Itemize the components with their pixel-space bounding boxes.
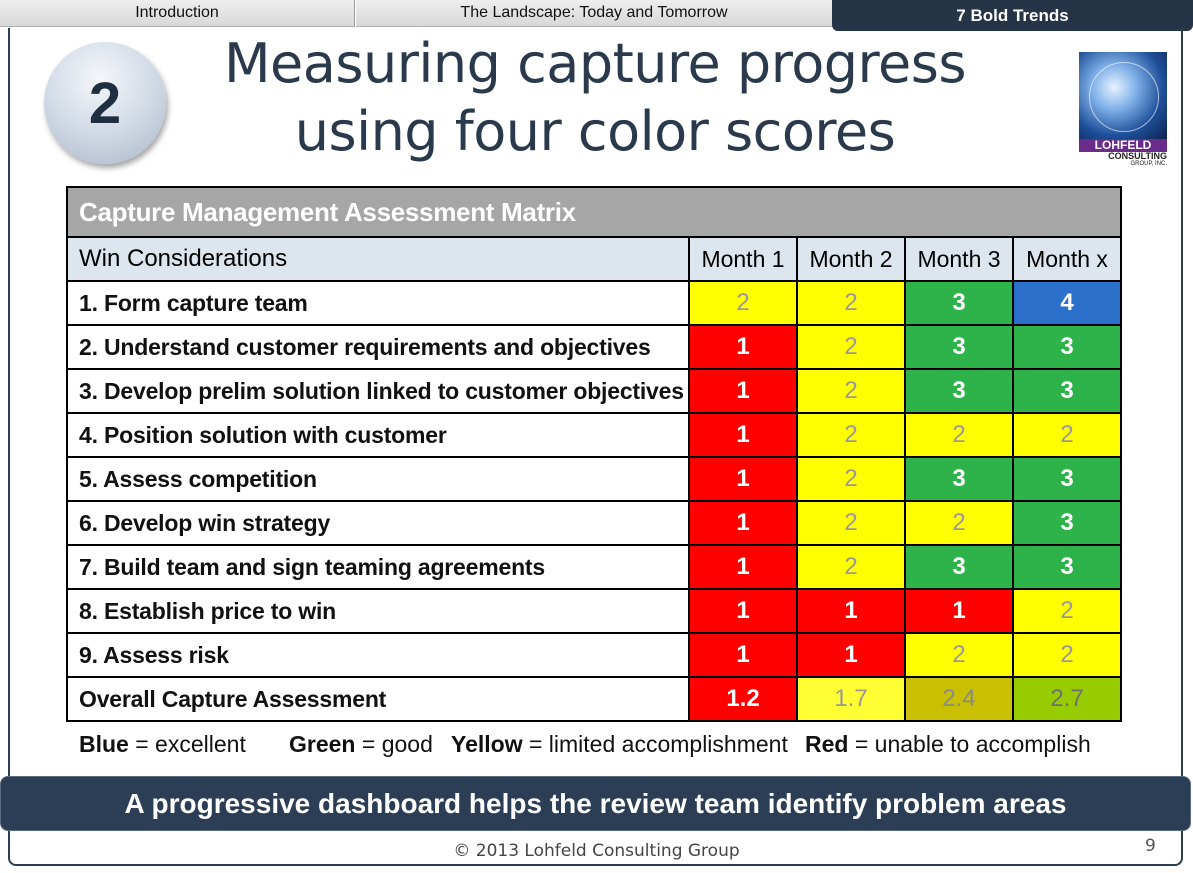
score-cell: 1 [688, 500, 798, 546]
section-number-badge: 2 [44, 42, 166, 164]
globe-icon [1079, 52, 1167, 140]
score-cell: 1 [796, 588, 906, 634]
overall-row: Overall Capture Assessment 1.2 1.7 2.4 2… [66, 676, 1122, 722]
row-label: 4. Position solution with customer [66, 412, 690, 458]
copyright-footer: © 2013 Lohfeld Consulting Group [453, 841, 740, 861]
score-cell: 2 [1012, 632, 1122, 678]
score-cell: 3 [904, 324, 1014, 370]
header-win-considerations: Win Considerations [66, 236, 690, 282]
row-label: 1. Form capture team [66, 280, 690, 326]
score-cell: 3 [1012, 500, 1122, 546]
score-cell: 1 [796, 632, 906, 678]
score-cell: 1 [688, 456, 798, 502]
legend-color-name: Green [289, 731, 356, 757]
score-cell: 2 [796, 500, 906, 546]
legend-color-name: Yellow [451, 731, 523, 757]
matrix-header-row: Win Considerations Month 1 Month 2 Month… [66, 236, 1122, 282]
score-cell: 2 [904, 500, 1014, 546]
logo-name: LOHFELD [1079, 139, 1167, 152]
score-cell: 2 [904, 632, 1014, 678]
score-cell: 2 [796, 324, 906, 370]
score-cell: 2 [904, 412, 1014, 458]
score-cell: 3 [904, 544, 1014, 590]
takeaway-banner: A progressive dashboard helps the review… [0, 776, 1191, 831]
score-cell: 1 [688, 632, 798, 678]
row-label: 7. Build team and sign teaming agreement… [66, 544, 690, 590]
score-cell: 1 [904, 588, 1014, 634]
score-cell: 1 [688, 588, 798, 634]
legend-meaning: = good [355, 731, 433, 757]
header-month-1: Month 1 [688, 236, 798, 282]
legend-color-name: Blue [79, 731, 129, 757]
table-row: 1. Form capture team 2 2 3 4 [66, 280, 1122, 326]
table-row: 3. Develop prelim solution linked to cus… [66, 368, 1122, 414]
score-cell: 3 [1012, 456, 1122, 502]
score-cell: 3 [904, 368, 1014, 414]
score-cell: 3 [904, 456, 1014, 502]
score-cell: 3 [904, 280, 1014, 326]
page-number: 9 [1145, 836, 1156, 856]
score-cell: 2 [688, 280, 798, 326]
score-cell: 2 [796, 544, 906, 590]
header-month-3: Month 3 [904, 236, 1014, 282]
table-row: 5. Assess competition 1 2 3 3 [66, 456, 1122, 502]
tab-landscape[interactable]: The Landscape: Today and Tomorrow [356, 0, 832, 27]
legend-green: Green = good [289, 731, 433, 758]
overall-score: 2.4 [904, 676, 1014, 722]
header-month-x: Month x [1012, 236, 1122, 282]
title-line-2: using four color scores [294, 100, 896, 163]
legend-blue: Blue = excellent [79, 731, 246, 758]
overall-score: 2.7 [1012, 676, 1122, 722]
tab-introduction[interactable]: Introduction [0, 0, 355, 27]
table-row: 6. Develop win strategy 1 2 2 3 [66, 500, 1122, 546]
row-label: 6. Develop win strategy [66, 500, 690, 546]
assessment-matrix: Capture Management Assessment Matrix Win… [66, 186, 1122, 722]
score-cell: 2 [1012, 412, 1122, 458]
score-cell: 3 [1012, 324, 1122, 370]
score-cell: 3 [1012, 368, 1122, 414]
row-label: 8. Establish price to win [66, 588, 690, 634]
overall-score: 1.2 [688, 676, 798, 722]
row-label: 5. Assess competition [66, 456, 690, 502]
row-label: 9. Assess risk [66, 632, 690, 678]
overall-score: 1.7 [796, 676, 906, 722]
overall-label: Overall Capture Assessment [66, 676, 690, 722]
tab-bold-trends[interactable]: 7 Bold Trends [832, 0, 1193, 31]
page-title: Measuring capture progress using four co… [180, 30, 1010, 166]
title-line-1: Measuring capture progress [223, 32, 967, 95]
score-cell: 2 [796, 412, 906, 458]
table-row: 8. Establish price to win 1 1 1 2 [66, 588, 1122, 634]
score-cell: 4 [1012, 280, 1122, 326]
score-cell: 2 [796, 368, 906, 414]
score-cell: 1 [688, 324, 798, 370]
legend-meaning: = unable to accomplish [848, 731, 1091, 757]
table-row: 7. Build team and sign teaming agreement… [66, 544, 1122, 590]
score-cell: 1 [688, 412, 798, 458]
row-label: 2. Understand customer requirements and … [66, 324, 690, 370]
logo-subtitle: CONSULTING [1108, 151, 1167, 161]
section-tabs: Introduction The Landscape: Today and To… [0, 0, 1193, 31]
header-month-2: Month 2 [796, 236, 906, 282]
legend-meaning: = limited accomplishment [522, 731, 788, 757]
score-cell: 2 [796, 280, 906, 326]
logo-subtitle-2: GROUP, INC. [1130, 161, 1167, 167]
score-cell: 3 [1012, 544, 1122, 590]
score-cell: 1 [688, 544, 798, 590]
company-logo: LOHFELD CONSULTING GROUP, INC. [1079, 52, 1169, 167]
legend-red: Red = unable to accomplish [805, 731, 1091, 758]
table-row: 9. Assess risk 1 1 2 2 [66, 632, 1122, 678]
score-cell: 2 [1012, 588, 1122, 634]
legend-yellow: Yellow = limited accomplishment [451, 731, 788, 758]
row-label: 3. Develop prelim solution linked to cus… [66, 368, 690, 414]
table-row: 2. Understand customer requirements and … [66, 324, 1122, 370]
legend-meaning: = excellent [128, 731, 246, 757]
score-cell: 2 [796, 456, 906, 502]
score-cell: 1 [688, 368, 798, 414]
legend-color-name: Red [805, 731, 849, 757]
table-row: 4. Position solution with customer 1 2 2… [66, 412, 1122, 458]
slide-frame [8, 28, 1183, 866]
matrix-title: Capture Management Assessment Matrix [66, 186, 1122, 238]
